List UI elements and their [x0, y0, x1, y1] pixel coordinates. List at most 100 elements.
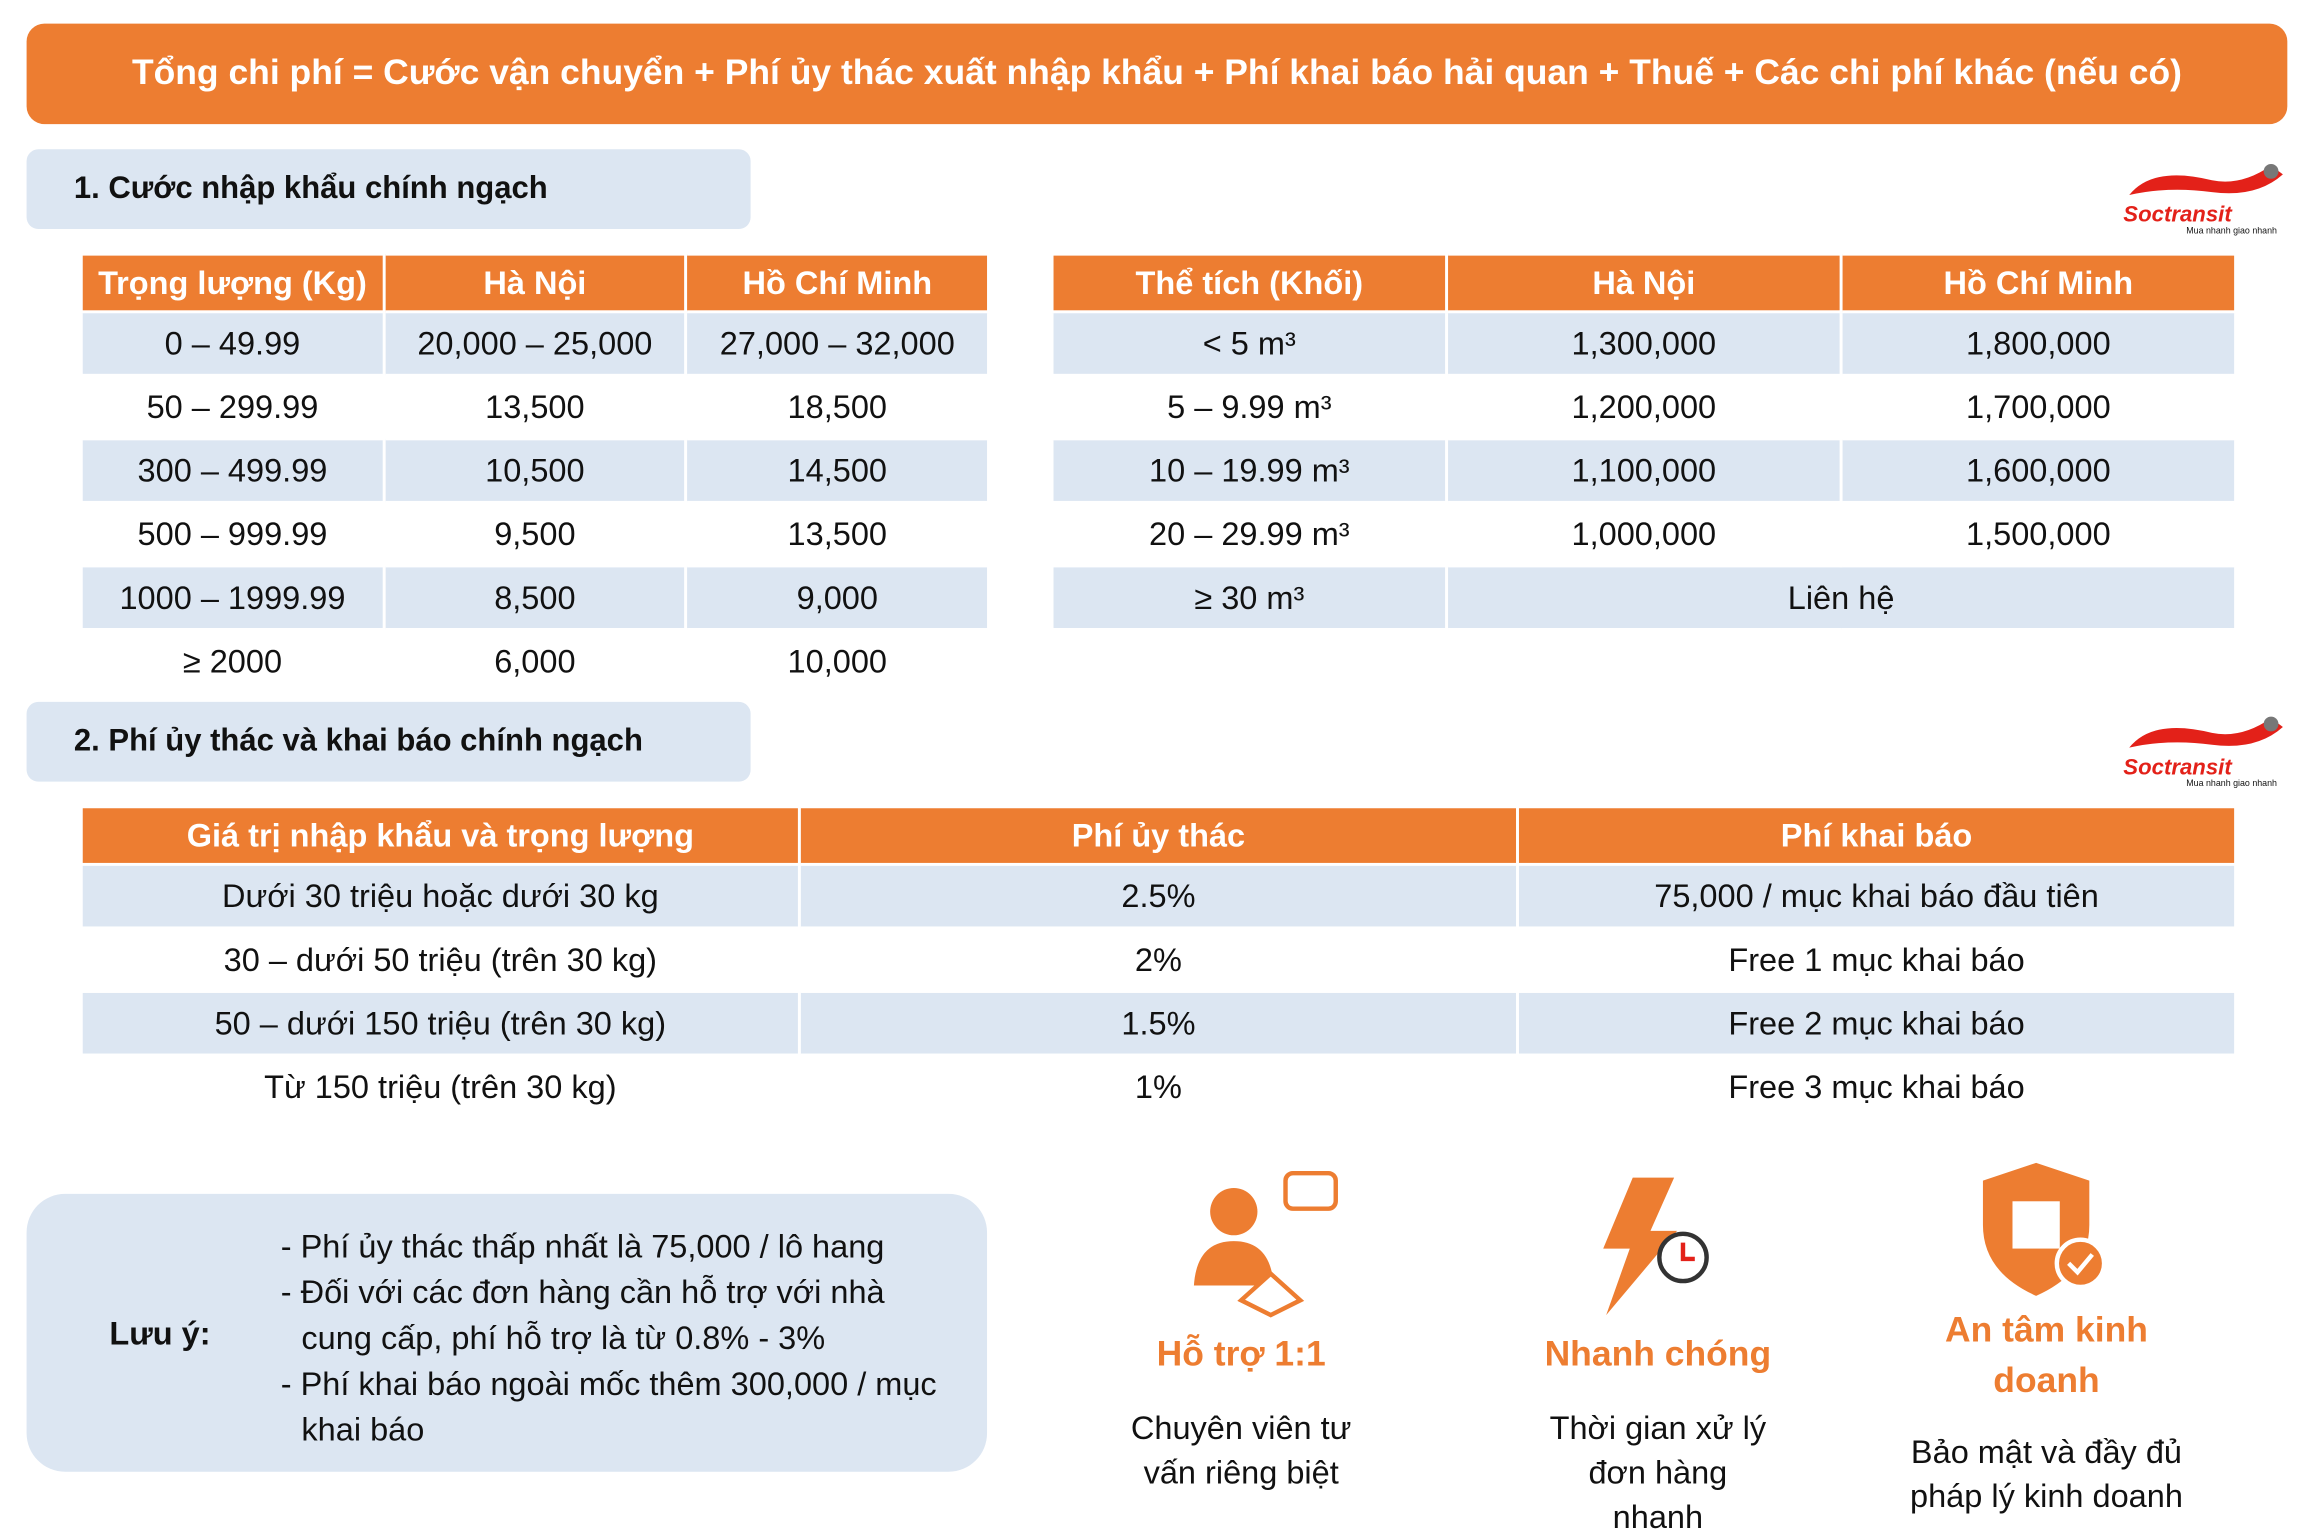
feature-title: Hỗ trợ 1:1 [1156, 1334, 1326, 1375]
header-cell: Hà Nội [382, 252, 688, 314]
table-cell: 50 – 299.99 [79, 373, 386, 441]
table-cell: 0 – 49.99 [79, 310, 386, 377]
table-cell: 18,500 [684, 373, 990, 441]
table-row: Dưới 30 triệu hoặc dưới 30 kg 2.5% 75,000 … [79, 862, 2238, 930]
logo: Soctransit Mua nhanh giao nhanh [2123, 712, 2288, 790]
table-cell: 1,800,000 [1839, 310, 2238, 377]
weight-table: Trọng lượng (Kg) Hà Nội Hồ Chí Minh 0 – 49.… [79, 252, 990, 695]
note-label: Lưu ý: [109, 1315, 211, 1353]
table-cell: 1,000,000 [1445, 500, 1843, 568]
table-cell: 1% [797, 1053, 1519, 1121]
table-cell: 1000 – 1999.99 [79, 564, 386, 631]
table-cell: 10 – 19.99 m³ [1050, 437, 1449, 504]
feature-title: An tâm kinh doanh [1945, 1310, 2148, 1401]
table-row: 50 – dưới 150 triệu (trên 30 kg) 1.5% Free… [79, 989, 2238, 1057]
table-cell: 1.5% [797, 989, 1519, 1057]
table-cell: 9,500 [382, 500, 688, 568]
header-cell: Hà Nội [1445, 252, 1843, 314]
table-cell: Free 1 mục khai báo [1516, 926, 2238, 993]
fee-table: Giá trị nhập khẩu và trọng lượng Phí ủy t… [79, 805, 2238, 1121]
header-cell: Thể tích (Khối) [1050, 252, 1449, 314]
table-row: 10 – 19.99 m³ 1,100,000 1,600,000 [1050, 437, 2238, 504]
table-cell: 1,200,000 [1445, 373, 1843, 441]
table-cell: 2.5% [797, 862, 1519, 930]
note-item: - Phí ủy thác thấp nhất là 75,000 / lô h… [280, 1227, 885, 1265]
table-row: 5 – 9.99 m³ 1,200,000 1,700,000 [1050, 373, 2238, 441]
header-row: Trọng lượng (Kg) Hà Nội Hồ Chí Minh [79, 252, 990, 314]
table-row: 500 – 999.99 9,500 13,500 [79, 500, 990, 568]
table-cell: Dưới 30 triệu hoặc dưới 30 kg [79, 862, 801, 930]
table-cell: 1,300,000 [1445, 310, 1843, 377]
support-icon [1193, 1170, 1338, 1318]
fast-icon [1603, 1177, 1709, 1316]
table-cell: 50 – dưới 150 triệu (trên 30 kg) [79, 989, 801, 1057]
section-title: 2. Phí ủy thác và khai báo chính ngạch [26, 701, 751, 782]
header-bar: Tổng chi phí = Cước vận chuyển + Phí ủy … [26, 23, 2288, 125]
header-cell: Phí ủy thác [797, 805, 1519, 866]
table-cell: 14,500 [684, 437, 990, 504]
feature-desc: Bảo mật và đầy đủ pháp lý kinh doanh [1910, 1433, 2183, 1515]
feature: An tâm kinh doanh Bảo mật và đầy đủ pháp … [1910, 1306, 2183, 1515]
table-cell: 8,500 [382, 564, 688, 631]
table-cell: < 5 m³ [1050, 310, 1449, 377]
table-cell: 10,000 [684, 627, 990, 695]
logo-name: Soctransit [2123, 755, 2232, 781]
table-row: 300 – 499.99 10,500 14,500 [79, 437, 990, 504]
logo: Soctransit Mua nhanh giao nhanh [2123, 160, 2288, 237]
note-item: - Phí khai báo ngoài mốc thêm 300,000 / … [280, 1365, 937, 1449]
table-cell: 2% [797, 926, 1519, 993]
table-row: Từ 150 triệu (trên 30 kg) 1% Free 3 mục kh… [79, 1053, 2238, 1121]
table-cell: Liên hệ [1445, 564, 2238, 631]
logo-tagline: Mua nhanh giao nhanh [2186, 227, 2277, 237]
logo-swoosh [2129, 716, 2283, 748]
volume-table: Thể tích (Khối) Hà Nội Hồ Chí Minh < 5 m³ 1,… [1050, 252, 2238, 631]
table-cell: Free 2 mục khai báo [1516, 989, 2238, 1057]
table-cell: 6,000 [382, 627, 688, 695]
table-row: 30 – dưới 50 triệu (trên 30 kg) 2% Free 1 … [79, 926, 2238, 993]
section-title: 1. Cước nhập khẩu chính ngạch [26, 149, 751, 230]
note-box: Lưu ý: - Phí ủy thác thấp nhất là 75,000… [26, 1193, 988, 1472]
header-row: Giá trị nhập khẩu và trọng lượng Phí ủy t… [79, 805, 2238, 866]
feature: Hỗ trợ 1:1 Chuyên viên tư vấn riêng biệt [1064, 1330, 1419, 1537]
header-cell: Hồ Chí Minh [1839, 252, 2238, 314]
table-cell: 1,600,000 [1839, 437, 2238, 504]
table-row: ≥ 30 m³ Liên hệ [1050, 564, 2238, 631]
table-row: 1000 – 1999.99 8,500 9,000 [79, 564, 990, 631]
header-cell: Giá trị nhập khẩu và trọng lượng [79, 805, 801, 866]
table-cell: 10,500 [382, 437, 688, 504]
table-cell: ≥ 2000 [79, 627, 386, 695]
table-row: 50 – 299.99 13,500 18,500 [79, 373, 990, 441]
note-item: - Đối với các đơn hàng cần hỗ trợ với nh… [280, 1273, 885, 1357]
table-cell: 500 – 999.99 [79, 500, 386, 568]
table-row: ≥ 2000 6,000 10,000 [79, 627, 990, 695]
feature-title: Nhanh chóng [1544, 1334, 1772, 1375]
logo-tagline: Mua nhanh giao nhanh [2186, 780, 2277, 790]
secure-icon [1982, 1162, 2107, 1296]
table-cell: 13,500 [382, 373, 688, 441]
table-cell: 1,700,000 [1839, 373, 2238, 441]
table-cell: 1,500,000 [1839, 500, 2238, 568]
table-cell: 30 – dưới 50 triệu (trên 30 kg) [79, 926, 801, 993]
header-cell: Trọng lượng (Kg) [79, 252, 386, 314]
table-cell: 20 – 29.99 m³ [1050, 500, 1449, 568]
table-row: < 5 m³ 1,300,000 1,800,000 [1050, 310, 2238, 377]
table-cell: 27,000 – 32,000 [684, 310, 990, 377]
table-cell: 9,000 [684, 564, 990, 631]
logo-swoosh [2129, 164, 2283, 196]
table-cell: 20,000 – 25,000 [382, 310, 688, 377]
table-cell: Từ 150 triệu (trên 30 kg) [79, 1053, 801, 1121]
table-cell: ≥ 30 m³ [1050, 564, 1449, 631]
table-cell: Free 3 mục khai báo [1516, 1053, 2238, 1121]
table-cell: 75,000 / mục khai báo đầu tiên [1516, 862, 2238, 930]
feature-desc: Chuyên viên tư vấn riêng biệt [1130, 1409, 1352, 1491]
table-row: 0 – 49.99 20,000 – 25,000 27,000 – 32,000 [79, 310, 990, 377]
table-cell: 13,500 [684, 500, 990, 568]
table-cell: 300 – 499.99 [79, 437, 386, 504]
note-list: - Phí ủy thác thấp nhất là 75,000 / lô h… [281, 1223, 946, 1452]
header-row: Thể tích (Khối) Hà Nội Hồ Chí Minh [1050, 252, 2238, 314]
table-cell: 1,100,000 [1445, 437, 1843, 504]
logo-name: Soctransit [2123, 202, 2232, 228]
table-row: 20 – 29.99 m³ 1,000,000 1,500,000 [1050, 500, 2238, 568]
header-cell: Hồ Chí Minh [684, 252, 990, 314]
